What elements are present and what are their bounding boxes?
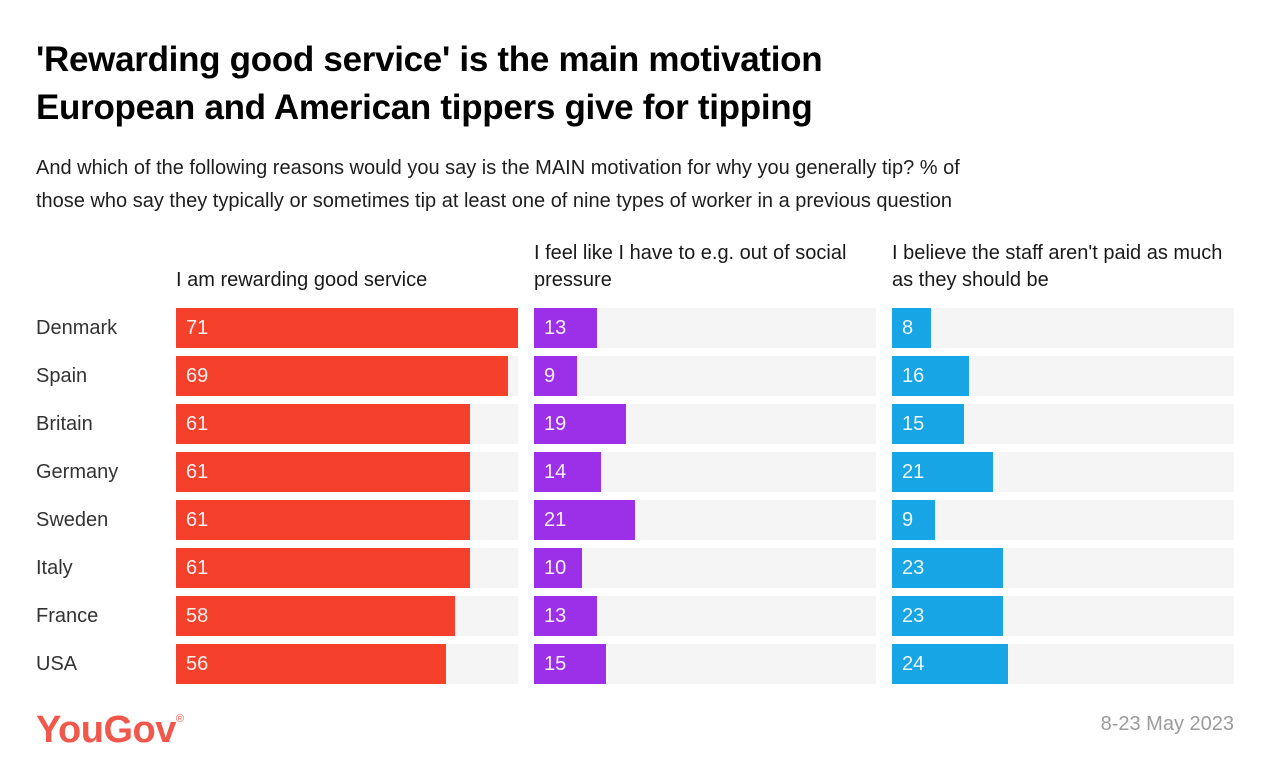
bar-rewarding-service: 56 [176, 644, 446, 684]
bar-value-label: 71 [186, 316, 209, 339]
bar-social-pressure: 19 [534, 404, 626, 444]
country-label-spain: Spain [36, 364, 88, 387]
fieldwork-date: 8-23 May 2023 [1100, 713, 1234, 735]
bar-track: 69 [176, 356, 518, 396]
bar-value-label: 19 [544, 412, 567, 435]
bar-track: 13 [534, 308, 876, 348]
bar-value-label: 61 [186, 412, 209, 435]
title-line-1: 'Rewarding good service' is the main mot… [36, 40, 823, 79]
country-label-france: France [36, 604, 99, 627]
bar-staff-pay: 24 [892, 644, 1008, 684]
footer: YouGov® 8-23 May 2023 [36, 699, 1234, 758]
bar-track: 58 [176, 596, 518, 636]
bar-value-label: 9 [544, 364, 556, 387]
bar-value-label: 13 [544, 316, 567, 339]
country-label-britain: Britain [36, 412, 93, 435]
bar-value-label: 21 [544, 508, 567, 531]
bar-rewarding-service: 61 [176, 404, 470, 444]
bar-track: 71 [176, 308, 518, 348]
bar-value-label: 24 [902, 652, 925, 675]
bar-track: 56 [176, 644, 518, 684]
bar-staff-pay: 9 [892, 500, 936, 540]
subtitle-line-2: those who say they typically or sometime… [36, 190, 953, 212]
bar-value-label: 61 [186, 508, 209, 531]
bar-track: 21 [892, 452, 1234, 492]
bar-track: 16 [892, 356, 1234, 396]
bar-social-pressure: 15 [534, 644, 607, 684]
bar-track: 61 [176, 548, 518, 588]
chart-subtitle: And which of the following reasons would… [36, 152, 1234, 218]
bar-track: 21 [534, 500, 876, 540]
bar-track: 23 [892, 596, 1234, 636]
bar-staff-pay: 21 [892, 452, 994, 492]
bar-track: 8 [892, 308, 1234, 348]
bar-rewarding-service: 61 [176, 452, 470, 492]
bar-staff-pay: 23 [892, 548, 1003, 588]
bar-track: 9 [534, 356, 876, 396]
bar-track: 15 [534, 644, 876, 684]
series-header-rewarding-service: I am rewarding good service [176, 269, 428, 291]
subtitle-line-1: And which of the following reasons would… [36, 157, 960, 179]
bar-staff-pay: 23 [892, 596, 1003, 636]
bar-track: 24 [892, 644, 1234, 684]
bar-value-label: 16 [902, 364, 925, 387]
registered-trademark-icon: ® [175, 713, 184, 725]
bar-track: 61 [176, 404, 518, 444]
country-label-usa: USA [36, 652, 78, 675]
bar-value-label: 14 [544, 460, 567, 483]
title-line-2: European and American tippers give for t… [36, 88, 813, 127]
bar-value-label: 10 [544, 556, 567, 579]
country-label-sweden: Sweden [36, 508, 109, 531]
bar-track: 10 [534, 548, 876, 588]
bar-track: 19 [534, 404, 876, 444]
bar-social-pressure: 13 [534, 308, 597, 348]
bar-social-pressure: 21 [534, 500, 636, 540]
bar-staff-pay: 15 [892, 404, 965, 444]
bar-value-label: 69 [186, 364, 209, 387]
bar-track: 13 [534, 596, 876, 636]
bar-rewarding-service: 71 [176, 308, 518, 348]
country-label-denmark: Denmark [36, 316, 118, 339]
bar-rewarding-service: 61 [176, 548, 470, 588]
bar-value-label: 8 [902, 316, 914, 339]
bar-value-label: 61 [186, 460, 209, 483]
bar-track: 15 [892, 404, 1234, 444]
bar-value-label: 21 [902, 460, 925, 483]
bar-social-pressure: 14 [534, 452, 602, 492]
yougov-logo: YouGov® [36, 699, 184, 751]
bar-track: 23 [892, 548, 1234, 588]
bar-track: 14 [534, 452, 876, 492]
series-header-staff-pay: I believe the staff aren't paid as much … [892, 242, 1223, 291]
bar-social-pressure: 10 [534, 548, 583, 588]
bar-social-pressure: 9 [534, 356, 578, 396]
bar-value-label: 58 [186, 604, 209, 627]
bar-track: 61 [176, 452, 518, 492]
bar-value-label: 23 [902, 556, 925, 579]
bar-value-label: 13 [544, 604, 567, 627]
series-header-social-pressure: I feel like I have to e.g. out of social… [534, 242, 847, 291]
bar-value-label: 9 [902, 508, 914, 531]
country-label-germany: Germany [36, 460, 119, 483]
chart-rows: Denmark 71 13 8 Spain 69 9 16 Britain [36, 308, 1234, 684]
bar-rewarding-service: 58 [176, 596, 456, 636]
bar-value-label: 61 [186, 556, 209, 579]
bar-chart: I am rewarding good service I feel like … [36, 240, 1234, 684]
bar-rewarding-service: 61 [176, 500, 470, 540]
country-label-italy: Italy [36, 556, 73, 579]
bar-rewarding-service: 69 [176, 356, 509, 396]
bar-staff-pay: 16 [892, 356, 970, 396]
bar-track: 61 [176, 500, 518, 540]
bar-social-pressure: 13 [534, 596, 597, 636]
yougov-logo-text: YouGov [36, 709, 176, 751]
bar-staff-pay: 8 [892, 308, 931, 348]
bar-track: 9 [892, 500, 1234, 540]
bar-value-label: 23 [902, 604, 925, 627]
bar-value-label: 15 [544, 652, 567, 675]
bar-value-label: 15 [902, 412, 925, 435]
series-header-row: I am rewarding good service I feel like … [36, 240, 1234, 294]
bar-value-label: 56 [186, 652, 209, 675]
page-title: 'Rewarding good service' is the main mot… [36, 36, 1234, 132]
